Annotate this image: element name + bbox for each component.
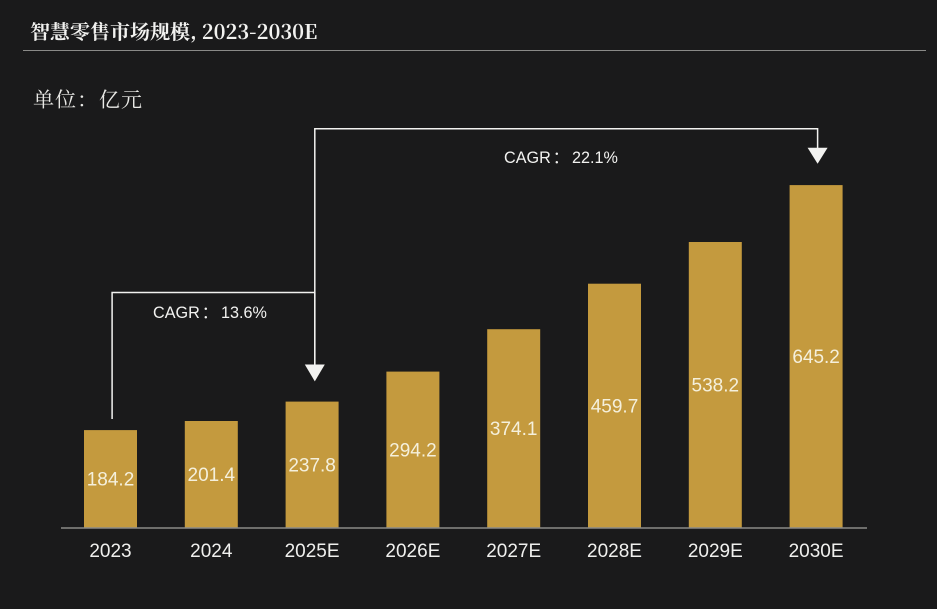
svg-text:2025E: 2025E [285,541,340,562]
svg-text:459.7: 459.7 [591,396,639,417]
svg-text:2023: 2023 [89,541,131,562]
svg-text:294.2: 294.2 [389,440,437,461]
svg-text:2028E: 2028E [587,541,642,562]
svg-text:2029E: 2029E [688,541,743,562]
svg-text:2024: 2024 [190,541,233,562]
svg-text:2030E: 2030E [789,541,844,562]
svg-text:645.2: 645.2 [792,347,840,368]
svg-text:538.2: 538.2 [692,376,740,397]
svg-text:184.2: 184.2 [87,470,135,491]
svg-text:201.4: 201.4 [188,465,236,486]
svg-text:237.8: 237.8 [288,455,336,476]
svg-text:2027E: 2027E [486,541,541,562]
svg-text:2026E: 2026E [385,541,440,562]
svg-text:CAGR：13.6%: CAGR： 13.6% [153,304,267,322]
svg-text:CAGR：22.1%: CAGR： 22.1% [504,149,618,167]
svg-text:374.1: 374.1 [490,419,538,440]
